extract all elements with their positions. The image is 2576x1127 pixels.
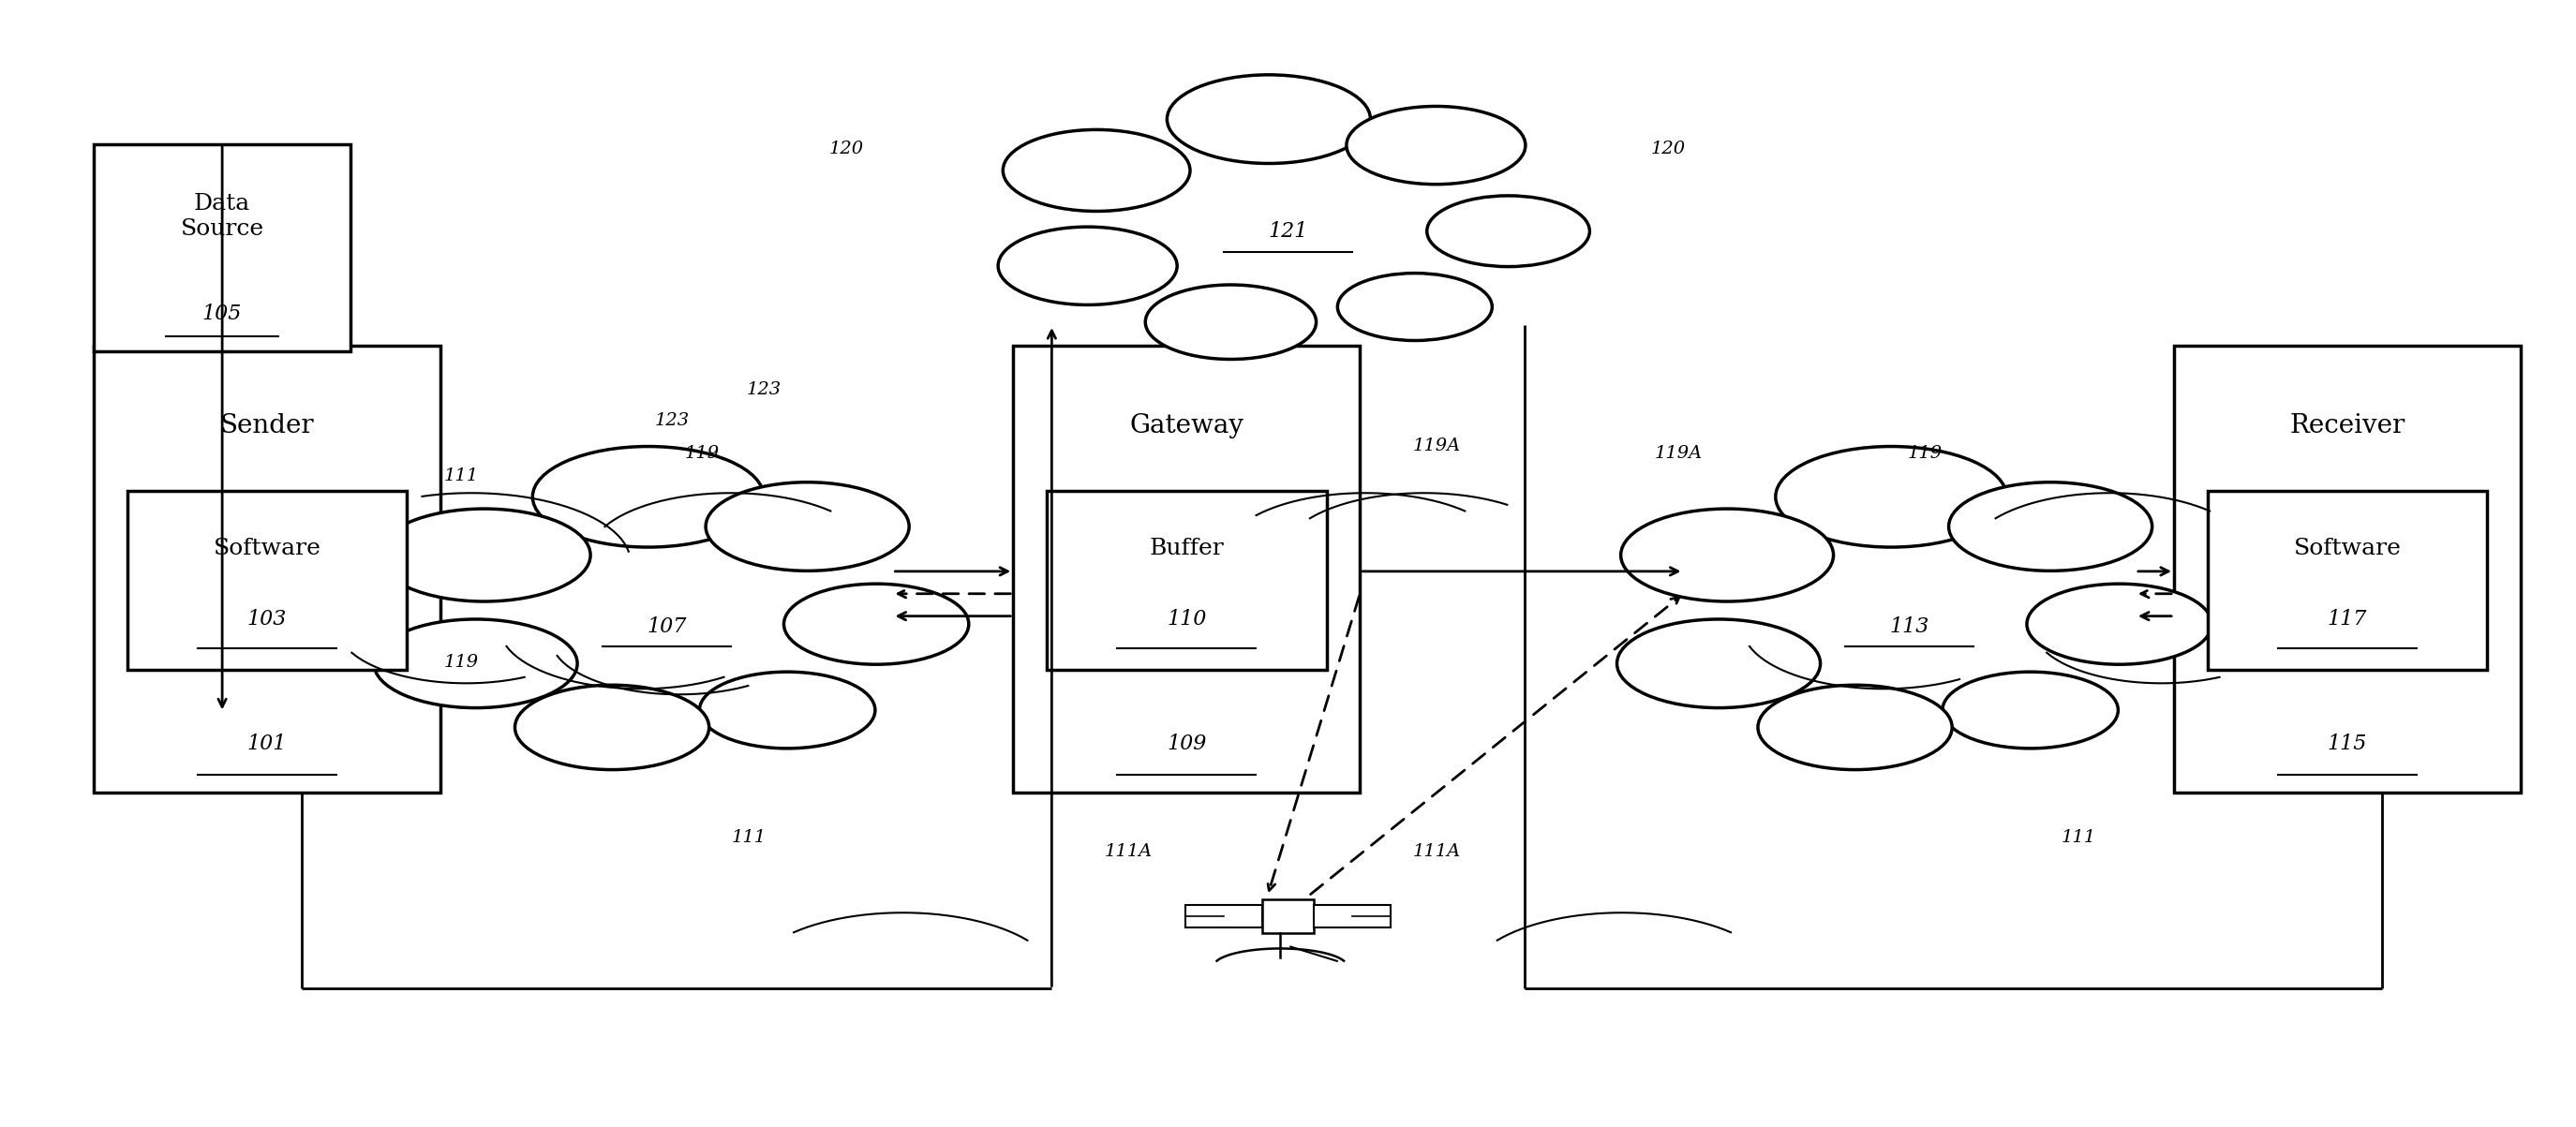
Text: 120: 120	[829, 141, 863, 158]
Circle shape	[706, 482, 909, 571]
Circle shape	[701, 672, 876, 748]
Circle shape	[1427, 196, 1589, 267]
Bar	[1012, 345, 1360, 793]
Circle shape	[783, 584, 969, 665]
Circle shape	[379, 508, 590, 602]
Text: Software: Software	[2293, 538, 2401, 559]
Bar	[126, 490, 407, 669]
Circle shape	[1167, 74, 1370, 163]
Circle shape	[1146, 285, 1316, 360]
Text: 119: 119	[443, 654, 479, 671]
Polygon shape	[456, 496, 876, 731]
Circle shape	[533, 446, 762, 548]
Text: 123: 123	[654, 411, 688, 428]
Circle shape	[2027, 584, 2213, 665]
Text: 110: 110	[1167, 610, 1206, 630]
Bar	[1262, 899, 1314, 933]
Circle shape	[1942, 672, 2117, 748]
Polygon shape	[1066, 118, 1510, 326]
Text: 113: 113	[1891, 616, 1929, 637]
Circle shape	[997, 227, 1177, 304]
Text: Data
Source: Data Source	[180, 193, 263, 240]
Text: 117: 117	[2329, 610, 2367, 630]
Bar	[93, 144, 350, 350]
Text: 111: 111	[2061, 829, 2097, 846]
Text: Receiver: Receiver	[2290, 414, 2406, 438]
Circle shape	[1002, 130, 1190, 211]
Bar	[1046, 490, 1327, 669]
Text: 111A: 111A	[1105, 843, 1154, 860]
Circle shape	[1947, 482, 2151, 571]
Text: Gateway: Gateway	[1128, 414, 1244, 438]
Text: 123: 123	[747, 382, 781, 399]
Text: 107: 107	[647, 616, 685, 637]
Bar	[1185, 905, 1262, 928]
Text: 121: 121	[1267, 221, 1309, 242]
Bar	[2174, 345, 2522, 793]
Bar	[2208, 490, 2488, 669]
Text: 105: 105	[204, 303, 242, 323]
Circle shape	[1775, 446, 2007, 548]
Text: 101: 101	[247, 734, 286, 754]
Text: 119A: 119A	[1654, 445, 1703, 462]
Polygon shape	[1700, 496, 2120, 731]
Circle shape	[374, 619, 577, 708]
Circle shape	[1618, 619, 1821, 708]
Circle shape	[1337, 273, 1492, 340]
Circle shape	[1347, 106, 1525, 185]
Circle shape	[1620, 508, 1834, 602]
Text: 119: 119	[685, 445, 719, 462]
Circle shape	[515, 685, 708, 770]
Circle shape	[1757, 685, 1953, 770]
Text: 109: 109	[1167, 734, 1206, 754]
Bar	[1314, 905, 1391, 928]
Text: Software: Software	[214, 538, 322, 559]
Text: 111A: 111A	[1414, 843, 1461, 860]
Text: 111: 111	[443, 468, 479, 485]
Text: 120: 120	[1651, 141, 1685, 158]
Text: Buffer: Buffer	[1149, 538, 1224, 559]
Text: Sender: Sender	[219, 414, 314, 438]
Text: 115: 115	[2329, 734, 2367, 754]
Text: 119A: 119A	[1414, 437, 1461, 454]
Text: 103: 103	[247, 610, 286, 630]
Text: 111: 111	[732, 829, 765, 846]
Text: 119: 119	[1906, 445, 1942, 462]
Bar	[93, 345, 440, 793]
